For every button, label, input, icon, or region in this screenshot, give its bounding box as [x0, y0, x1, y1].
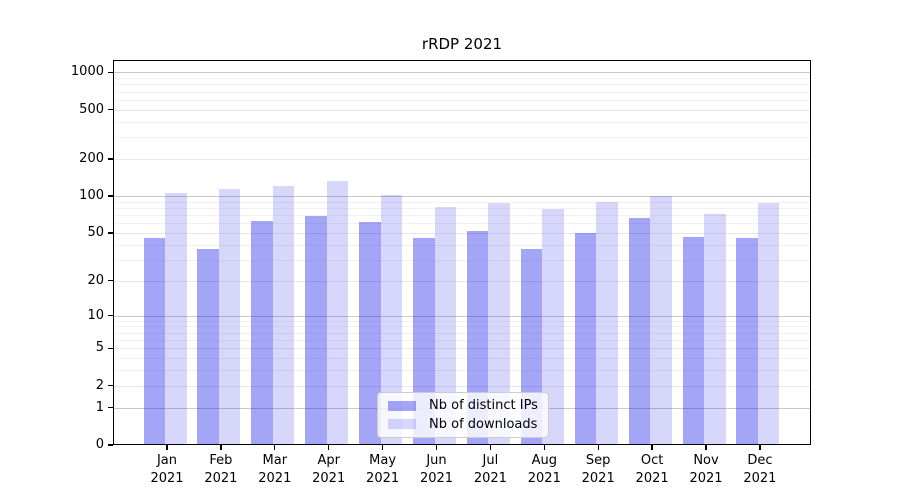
- x-tick-mark: [651, 445, 653, 450]
- x-tick-year: 2021: [635, 471, 669, 486]
- x-tick-label: May 2021: [348, 452, 418, 488]
- y-tick-label: 0: [95, 437, 104, 452]
- legend-entry-distinct-ips: Nb of distinct IPs: [386, 398, 540, 413]
- x-tick-month: Jun: [426, 453, 447, 468]
- y-tick-label: 1000: [70, 64, 104, 80]
- x-tick-year: 2021: [204, 471, 238, 486]
- x-tick-label: Jun 2021: [402, 452, 472, 488]
- legend: Nb of distinct IPs Nb of downloads: [377, 392, 549, 438]
- y-tick-label: 2: [95, 377, 104, 393]
- x-tick-month: Dec: [747, 453, 773, 468]
- x-tick-year: 2021: [581, 471, 615, 486]
- y-tick-label: 200: [79, 150, 104, 166]
- x-tick-label: Aug 2021: [509, 452, 579, 488]
- legend-swatch-distinct-ips: [388, 400, 416, 411]
- x-tick-year: 2021: [743, 471, 777, 486]
- x-tick-month: Oct: [640, 453, 664, 468]
- x-tick-label: Jul 2021: [455, 452, 525, 488]
- x-tick-mark: [274, 445, 276, 450]
- x-tick-label: Dec 2021: [725, 452, 795, 488]
- x-tick-month: Apr: [317, 453, 340, 468]
- x-tick-mark: [220, 445, 222, 450]
- x-tick-mark: [489, 445, 492, 450]
- x-tick-mark: [705, 445, 707, 450]
- x-tick-mark: [166, 445, 168, 450]
- x-tick-mark: [597, 445, 599, 450]
- x-tick-mark: [543, 445, 545, 450]
- x-tick-month: Nov: [693, 453, 719, 468]
- legend-label-distinct-ips: Nb of distinct IPs: [429, 398, 538, 414]
- x-tick-mark: [759, 445, 761, 450]
- x-tick-mark: [435, 445, 438, 450]
- y-tick-label: 50: [87, 224, 104, 240]
- x-tick-year: 2021: [150, 471, 184, 486]
- x-tick-year: 2021: [527, 471, 561, 486]
- x-tick-label: Sep 2021: [563, 452, 633, 488]
- legend-label-downloads: Nb of downloads: [429, 416, 538, 432]
- x-tick-month: Aug: [531, 453, 557, 468]
- x-tick-month: Jul: [482, 453, 499, 468]
- y-tick-label: 20: [87, 272, 104, 288]
- legend-swatch-downloads: [388, 419, 416, 430]
- x-tick-label: Apr 2021: [294, 452, 364, 488]
- x-tick-mark: [328, 445, 330, 450]
- chart-title: rRDP 2021: [421, 35, 503, 53]
- x-tick-month: May: [369, 453, 397, 468]
- x-tick-year: 2021: [366, 471, 400, 486]
- x-tick-year: 2021: [258, 471, 292, 486]
- x-tick-month: Jan: [156, 453, 178, 468]
- x-tick-year: 2021: [312, 471, 346, 486]
- x-tick-year: 2021: [689, 471, 723, 486]
- y-tick-label: 500: [79, 101, 104, 117]
- x-tick-label: Feb 2021: [186, 452, 256, 488]
- x-tick-month: Feb: [209, 453, 233, 468]
- x-tick-label: Mar 2021: [240, 452, 310, 488]
- y-tick-label: 10: [87, 307, 104, 323]
- y-tick-label: 100: [79, 188, 104, 204]
- plot-border: [113, 60, 811, 445]
- x-tick-label: Nov 2021: [671, 452, 741, 488]
- x-tick-month: Mar: [262, 453, 288, 468]
- y-tick-label: 1: [95, 399, 104, 415]
- x-tick-mark: [381, 445, 384, 450]
- x-tick-label: Jan 2021: [132, 452, 202, 488]
- x-tick-label: Oct 2021: [617, 452, 687, 488]
- x-tick-month: Sep: [585, 453, 611, 468]
- y-tick-label: 5: [95, 340, 104, 356]
- x-tick-year: 2021: [419, 471, 454, 486]
- legend-entry-downloads: Nb of downloads: [386, 417, 540, 432]
- x-tick-year: 2021: [473, 471, 507, 486]
